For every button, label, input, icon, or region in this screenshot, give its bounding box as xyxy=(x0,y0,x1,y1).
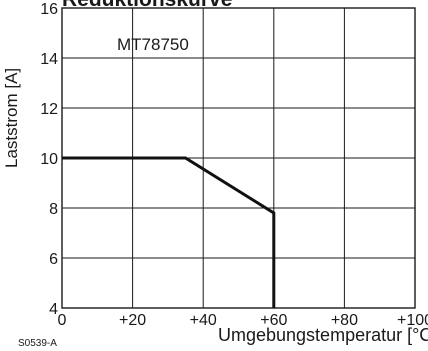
chart-title: Reduktionskurve xyxy=(62,0,232,12)
y-tick-label: 10 xyxy=(40,151,58,168)
series-layer xyxy=(62,156,276,308)
model-label: MT78750 xyxy=(117,35,189,54)
x-tick-label: +20 xyxy=(119,312,146,329)
y-tick-label: 8 xyxy=(49,201,58,218)
y-tick-label: 4 xyxy=(49,301,58,318)
y-tick-labels: 4 6 8 10 12 14 16 xyxy=(40,1,58,318)
derating-curve-line xyxy=(62,156,276,308)
x-tick-label: +80 xyxy=(331,312,358,329)
x-axis-label: Umgebungstemperatur [°C] xyxy=(218,325,428,345)
figure-code: S0539-A xyxy=(18,338,57,349)
y-axis-label: Laststrom [A] xyxy=(2,67,21,168)
x-tick-labels: 0 +20 +40 +60 +80 +100 xyxy=(58,312,428,329)
x-tick-label: +40 xyxy=(190,312,217,329)
y-tick-label: 16 xyxy=(40,1,58,18)
y-tick-label: 14 xyxy=(40,51,58,68)
x-tick-label: +100 xyxy=(397,312,428,329)
x-tick-label: +60 xyxy=(260,312,287,329)
y-tick-label: 6 xyxy=(49,251,58,268)
x-tick-label: 0 xyxy=(58,312,67,329)
y-tick-label: 12 xyxy=(40,101,58,118)
